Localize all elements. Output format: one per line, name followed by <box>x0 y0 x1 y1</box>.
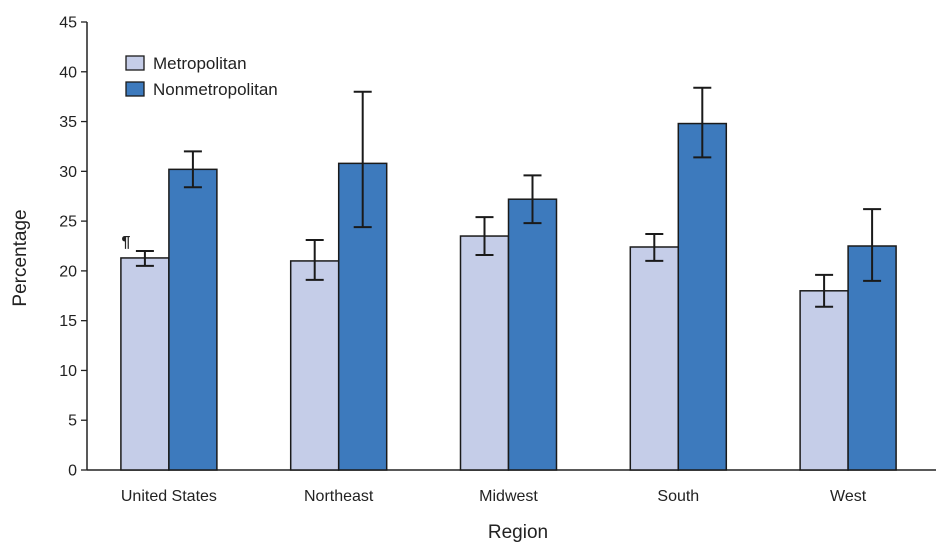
y-tick-label: 40 <box>59 64 77 81</box>
y-tick-label: 10 <box>59 363 77 380</box>
bar-metropolitan <box>459 235 510 471</box>
y-tick-label: 5 <box>68 413 77 430</box>
bar-metropolitan <box>120 257 170 471</box>
legend-swatch-metropolitan <box>125 55 145 71</box>
x-tick-label: West <box>830 488 867 505</box>
x-tick-label: Northeast <box>304 488 374 505</box>
y-tick-label: 45 <box>59 15 77 32</box>
y-tick-label: 35 <box>59 114 77 131</box>
y-axis: 0 5 10 15 20 25 30 35 40 45 <box>59 15 88 480</box>
y-tick-label: 20 <box>59 263 77 280</box>
x-tick-label: South <box>657 488 699 505</box>
y-tick-label: 0 <box>68 463 77 480</box>
x-tick-label: United States <box>121 488 217 505</box>
annotations: ¶ <box>121 234 130 251</box>
y-tick-label: 25 <box>59 214 77 231</box>
y-axis-title: Percentage <box>10 209 31 306</box>
bar-nonmetropolitan <box>168 168 218 471</box>
bar-metropolitan <box>799 290 849 471</box>
legend-swatch-nonmetropolitan <box>125 81 145 97</box>
legend-label-nonmetropolitan: Nonmetropolitan <box>153 80 278 99</box>
annotation-footnote-mark: ¶ <box>121 234 130 251</box>
bar-metropolitan <box>629 246 680 471</box>
y-tick-label: 30 <box>59 164 77 181</box>
x-axis-title: Region <box>488 522 548 543</box>
x-axis: United States Northeast Midwest South West <box>87 469 936 505</box>
legend: Metropolitan Nonmetropolitan <box>125 54 278 99</box>
bar-nonmetropolitan <box>677 122 728 471</box>
y-tick-label: 15 <box>59 313 77 330</box>
x-tick-label: Midwest <box>479 488 538 505</box>
legend-label-metropolitan: Metropolitan <box>153 54 247 73</box>
error-bars <box>135 86 882 308</box>
bars <box>120 122 897 471</box>
bar-metropolitan <box>289 260 340 471</box>
bar-nonmetropolitan <box>507 198 558 471</box>
